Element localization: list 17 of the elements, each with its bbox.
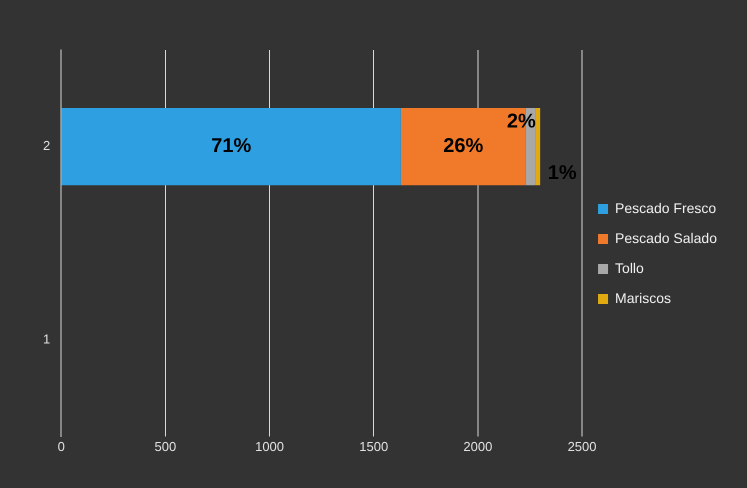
annotation: 2% [506, 110, 536, 132]
legend-label: Pescado Salado [615, 230, 718, 246]
y-tick-label: 2 [42, 138, 50, 154]
x-tick-label: 2500 [568, 438, 596, 454]
x-tick-label: 2000 [463, 438, 492, 454]
legend-label: Pescado Fresco [615, 200, 716, 216]
bar [62, 108, 401, 186]
x-tick-label: 1000 [255, 438, 284, 454]
annotation: 26% [443, 135, 484, 158]
legend-label: Tollo [615, 260, 644, 276]
x-tick-label: 1500 [359, 438, 388, 454]
bar [535, 108, 540, 186]
x-tick-label: 500 [154, 438, 176, 454]
y-tick-label: 1 [42, 331, 50, 346]
legend-label: Mariscos [615, 290, 672, 306]
annotation: 71% [211, 135, 252, 158]
x-tick-label: 0 [58, 438, 65, 454]
